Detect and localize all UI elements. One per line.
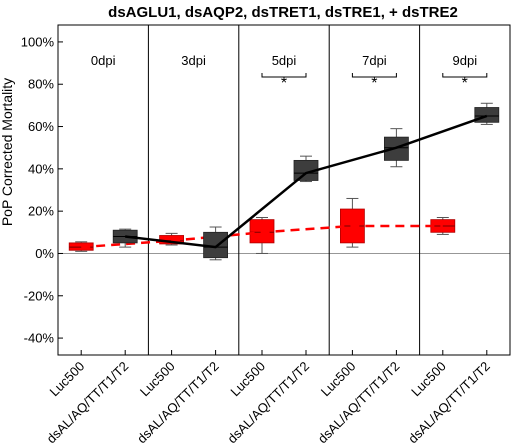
y-tick-label: 60% [28,119,54,134]
y-tick-label: 0% [35,246,54,261]
x-tick-label: dsAL/AQ/TT/T1/T2 [405,359,493,447]
significance-marker: * [462,75,468,92]
y-tick-label: -20% [24,288,55,303]
significance-marker: * [281,75,287,92]
x-tick-label: dsAL/AQ/TT/T1/T2 [224,359,312,447]
panel-label: 9dpi [453,53,478,68]
significance-marker: * [371,75,377,92]
panel-label: 7dpi [362,53,387,68]
y-axis-label: PoP Corrected Mortality [0,78,15,226]
x-tick-label: Luc500 [137,359,178,400]
y-tick-label: -40% [24,331,55,346]
y-tick-label: 40% [28,161,54,176]
significance-bracket [261,73,307,78]
series-line [125,114,488,249]
series-line [81,224,443,249]
x-tick-label: dsAL/AQ/TT/T1/T2 [44,359,132,447]
plot-area: -40% -20% 0% 20% 40% 60% 80% 100% 0dpi 3dpi 5dpi * 7… [21,24,511,447]
y-tick-label: 100% [21,34,55,49]
x-tick-label: Luc500 [318,359,359,400]
panel-label: 0dpi [91,53,116,68]
x-tick-label: Luc500 [227,359,268,400]
significance-bracket [351,73,397,78]
x-tick-label: dsAL/AQ/TT/T1/T2 [134,359,222,447]
panel-label: 3dpi [181,53,206,68]
plot-frame [57,24,511,356]
x-tick-label: Luc500 [408,359,449,400]
chart-title: dsAGLU1, dsAQP2, dsTRET1, dsTRE1, + dsTR… [108,4,458,21]
panel-label: 5dpi [272,53,297,68]
x-tick-label: dsAL/AQ/TT/T1/T2 [315,359,403,447]
significance-bracket [442,73,488,78]
x-tick-label: Luc500 [47,359,88,400]
y-tick-label: 80% [28,77,54,92]
y-tick-label: 20% [28,204,54,219]
